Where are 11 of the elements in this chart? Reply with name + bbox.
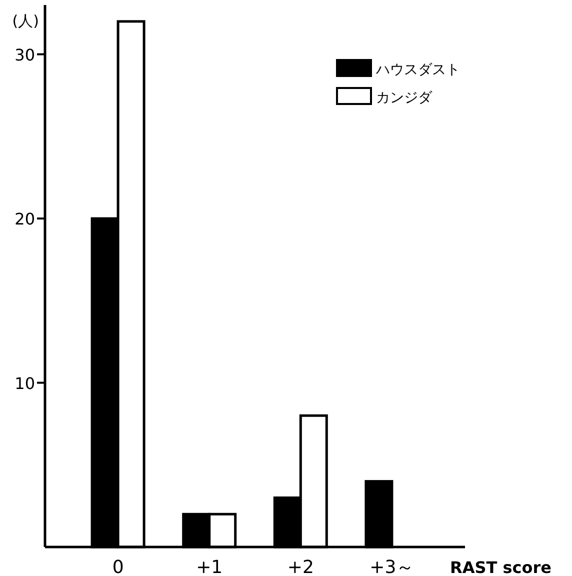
x-tick-label: +2 [287,557,314,576]
legend-label: カンジダ [376,90,433,106]
x-axis-title: RAST score [450,558,552,576]
legend-label: ハウスダスト [375,62,460,78]
y-tick-label: 20 [14,210,35,229]
x-tick-label: 0 [112,557,124,576]
y-tick-label: 10 [14,374,35,393]
x-tick-label: +3～ [370,557,414,576]
y-axis-title: (人) [12,12,39,30]
x-tick-label: +1 [196,557,223,576]
y-tick-label: 30 [14,45,35,64]
